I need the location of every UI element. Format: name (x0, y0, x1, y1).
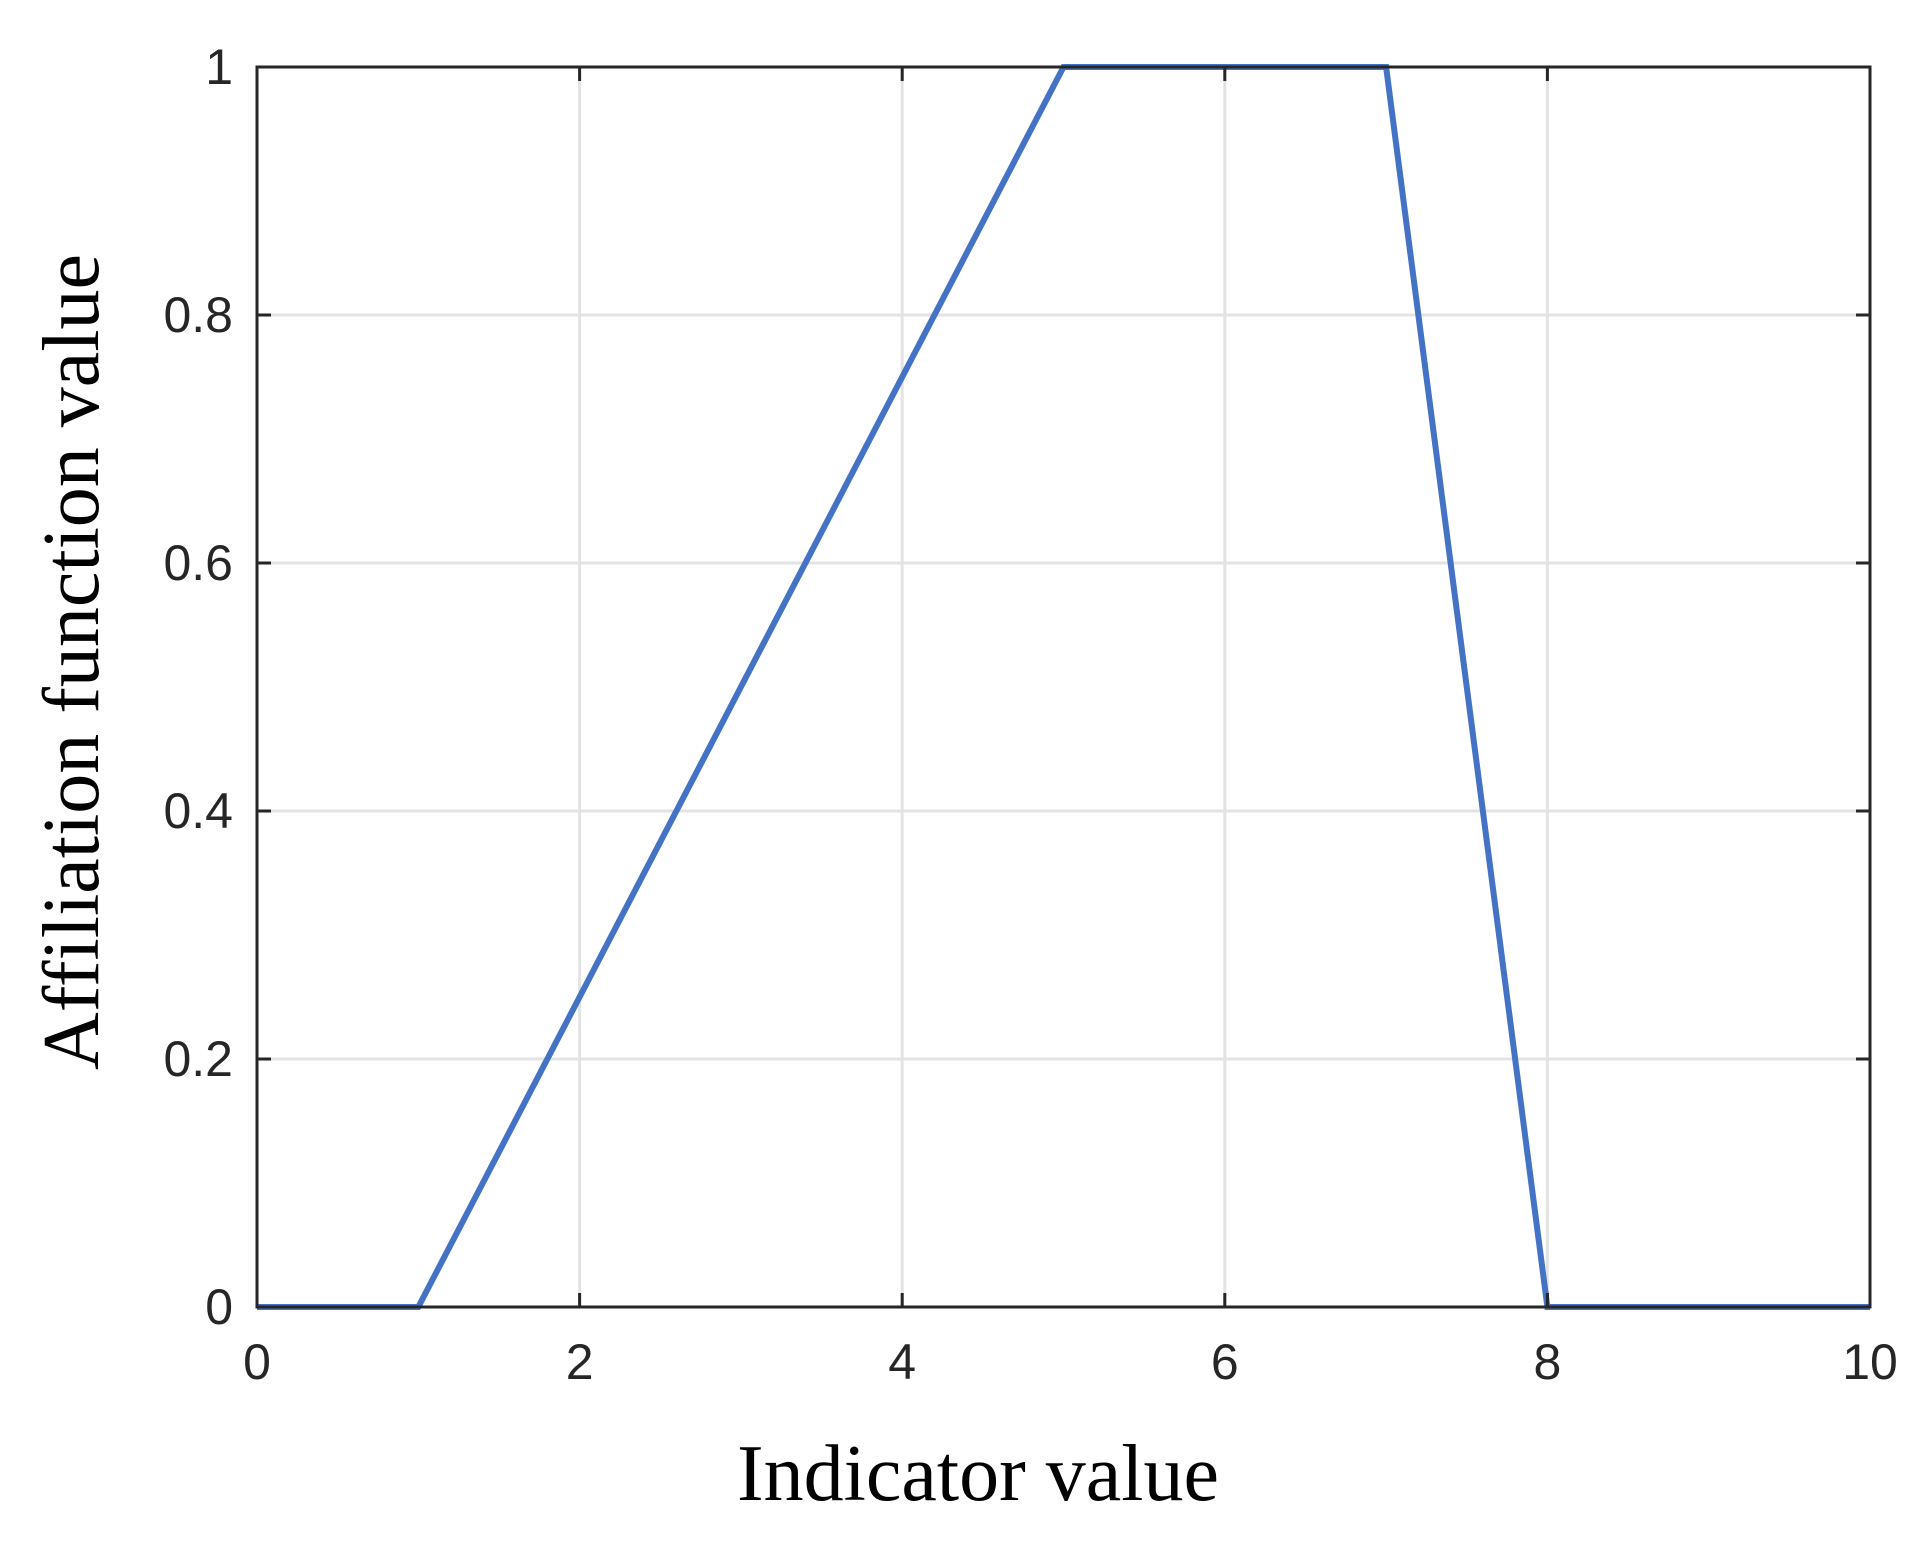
y-tick-label: 0.8 (163, 287, 233, 343)
y-tick-label: 0.4 (163, 783, 233, 839)
y-axis-title: Affiliation function value (28, 254, 116, 1070)
x-tick-labels: 0 2 4 6 8 10 (243, 1334, 1898, 1390)
series-layer (257, 64, 1870, 1310)
x-tick-label: 0 (243, 1334, 271, 1390)
tick-marks (255, 65, 1872, 1309)
y-tick-labels: 0 0.2 0.4 0.6 0.8 1 (163, 39, 233, 1335)
x-tick-label: 10 (1842, 1334, 1898, 1390)
x-tick-label: 8 (1533, 1334, 1561, 1390)
x-tick-label: 2 (566, 1334, 594, 1390)
y-tick-label: 0.2 (163, 1031, 233, 1087)
axes-frame (255, 65, 1872, 1309)
grid (257, 67, 1870, 1307)
x-axis-title: Indicator value (737, 1430, 1219, 1518)
series-line (257, 64, 1870, 1310)
x-tick-label: 4 (888, 1334, 916, 1390)
y-tick-label: 1 (205, 39, 233, 95)
y-tick-label: 0.6 (163, 535, 233, 591)
plot-frame (255, 65, 1872, 1309)
x-tick-label: 6 (1211, 1334, 1239, 1390)
y-tick-label: 0 (205, 1279, 233, 1335)
